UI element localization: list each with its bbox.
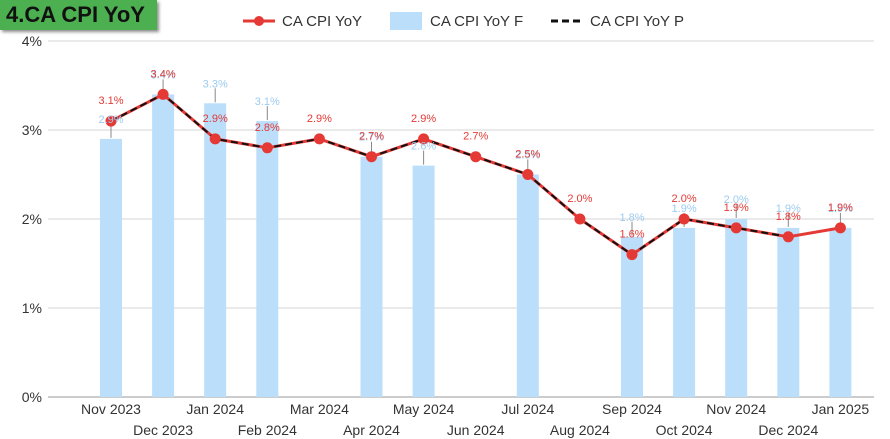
x-tick-label: Jun 2024 [447, 422, 505, 438]
actual-point [522, 169, 534, 180]
forecast-value-label: 2.5% [515, 150, 540, 162]
actual-value-label: 1.9% [828, 202, 853, 214]
actual-value-label: 3.1% [98, 95, 123, 107]
y-tick-label: 1% [22, 300, 42, 316]
forecast-bar [725, 219, 748, 397]
legend-item-actual[interactable]: CA CPI YoY [243, 13, 362, 30]
forecast-bar [152, 94, 175, 398]
legend-item-previous[interactable]: CA CPI YoY P [551, 13, 684, 30]
actual-point [626, 249, 638, 261]
forecast-bar [204, 103, 227, 398]
actual-value-label: 2.8% [255, 122, 280, 134]
forecast-value-label: 2.7% [359, 132, 384, 144]
forecast-bar [621, 236, 643, 397]
forecast-bar [516, 174, 539, 397]
forecast-value-label: 2.6% [411, 141, 436, 153]
actual-point [157, 88, 169, 100]
y-tick-label: 3% [22, 122, 42, 138]
actual-value-label: 2.7% [359, 131, 384, 143]
x-tick-label: Sep 2024 [602, 401, 662, 417]
actual-value-label: 1.8% [776, 211, 801, 223]
actual-point [366, 151, 377, 163]
x-tick-label: Feb 2024 [238, 422, 297, 438]
actual-point [470, 151, 482, 163]
forecast-value-label: 3.1% [255, 96, 280, 108]
forecast-value-label: 1.9% [672, 203, 697, 215]
forecast-value-label: 1.8% [619, 212, 644, 224]
legend-forecast-label: CA CPI YoY F [430, 13, 523, 30]
actual-value-label: 1.9% [724, 202, 749, 214]
forecast-value-label: 3.4% [151, 69, 176, 81]
actual-point [418, 133, 430, 145]
series-points [105, 88, 846, 261]
forecast-bars [100, 94, 852, 398]
x-tick-label: Jan 2025 [812, 401, 870, 417]
legend-actual-marker-icon [254, 16, 264, 26]
forecast-bar [673, 227, 696, 397]
legend-item-forecast[interactable]: CA CPI YoY F [390, 12, 523, 30]
actual-value-label: 2.0% [672, 193, 697, 205]
forecast-value-label: 3.3% [203, 78, 228, 90]
actual-value-label: 1.6% [619, 229, 644, 241]
y-tick-label: 0% [22, 389, 42, 405]
x-tick-label: Dec 2023 [133, 422, 193, 438]
forecast-value-label: 2.0% [724, 194, 749, 206]
actual-point [834, 222, 846, 234]
x-axis-ticks: Nov 2023 Dec 2023 Jan 2024 Feb 2024 Mar 2024… [81, 401, 869, 438]
actual-value-label: 2.9% [307, 113, 332, 125]
x-tick-label: Oct 2024 [656, 422, 713, 438]
actual-point [261, 142, 273, 154]
legend: CA CPI YoY CA CPI YoY F CA CPI YoY P [243, 12, 684, 30]
x-tick-label: Mar 2024 [290, 401, 349, 417]
actual-point [313, 133, 325, 145]
actual-value-label: 2.5% [515, 149, 540, 161]
actual-point [782, 231, 794, 243]
forecast-bar [777, 227, 800, 397]
actual-point [209, 133, 221, 145]
legend-previous-label: CA CPI YoY P [590, 13, 684, 30]
x-tick-label: Dec 2024 [758, 422, 818, 438]
forecast-bar [256, 121, 279, 397]
actual-value-label: 2.9% [203, 113, 228, 125]
x-tick-label: Aug 2024 [550, 422, 610, 438]
x-tick-label: Nov 2023 [81, 401, 141, 417]
x-tick-label: Jan 2024 [186, 401, 244, 417]
forecast-value-label: 1.9% [776, 203, 801, 215]
forecast-bar [412, 165, 435, 397]
forecast-value-label: 2.9% [98, 114, 123, 126]
x-tick-label: May 2024 [393, 401, 455, 417]
actual-value-label: 2.7% [463, 131, 488, 143]
forecast-bar [360, 156, 383, 397]
actual-value-label: 3.4% [151, 68, 176, 80]
x-tick-label: Nov 2024 [706, 401, 766, 417]
y-tick-label: 4% [22, 33, 42, 49]
y-axis-ticks: 0% 1% 2% 3% 4% [22, 33, 42, 405]
forecast-bar [829, 227, 852, 397]
legend-actual-label: CA CPI YoY [282, 13, 362, 30]
x-tick-label: Jul 2024 [501, 401, 554, 417]
actual-point [730, 222, 742, 234]
forecast-bar [100, 138, 122, 397]
y-tick-label: 2% [22, 211, 42, 227]
forecast-value-label: 1.9% [828, 203, 853, 215]
actual-point [105, 115, 117, 127]
legend-forecast-swatch-icon [390, 12, 422, 30]
actual-point [678, 213, 690, 225]
data-labels: 2.9%3.4%3.3%3.1%2.7%2.6%2.5%1.8%1.9%2.0%… [98, 68, 853, 240]
actual-value-label: 2.9% [411, 113, 436, 125]
previous-series-line [110, 93, 789, 256]
actual-point [574, 213, 586, 225]
actual-value-label: 2.0% [567, 193, 592, 205]
chart-title: 4.CA CPI YoY [0, 0, 157, 30]
x-tick-label: Apr 2024 [343, 422, 400, 438]
